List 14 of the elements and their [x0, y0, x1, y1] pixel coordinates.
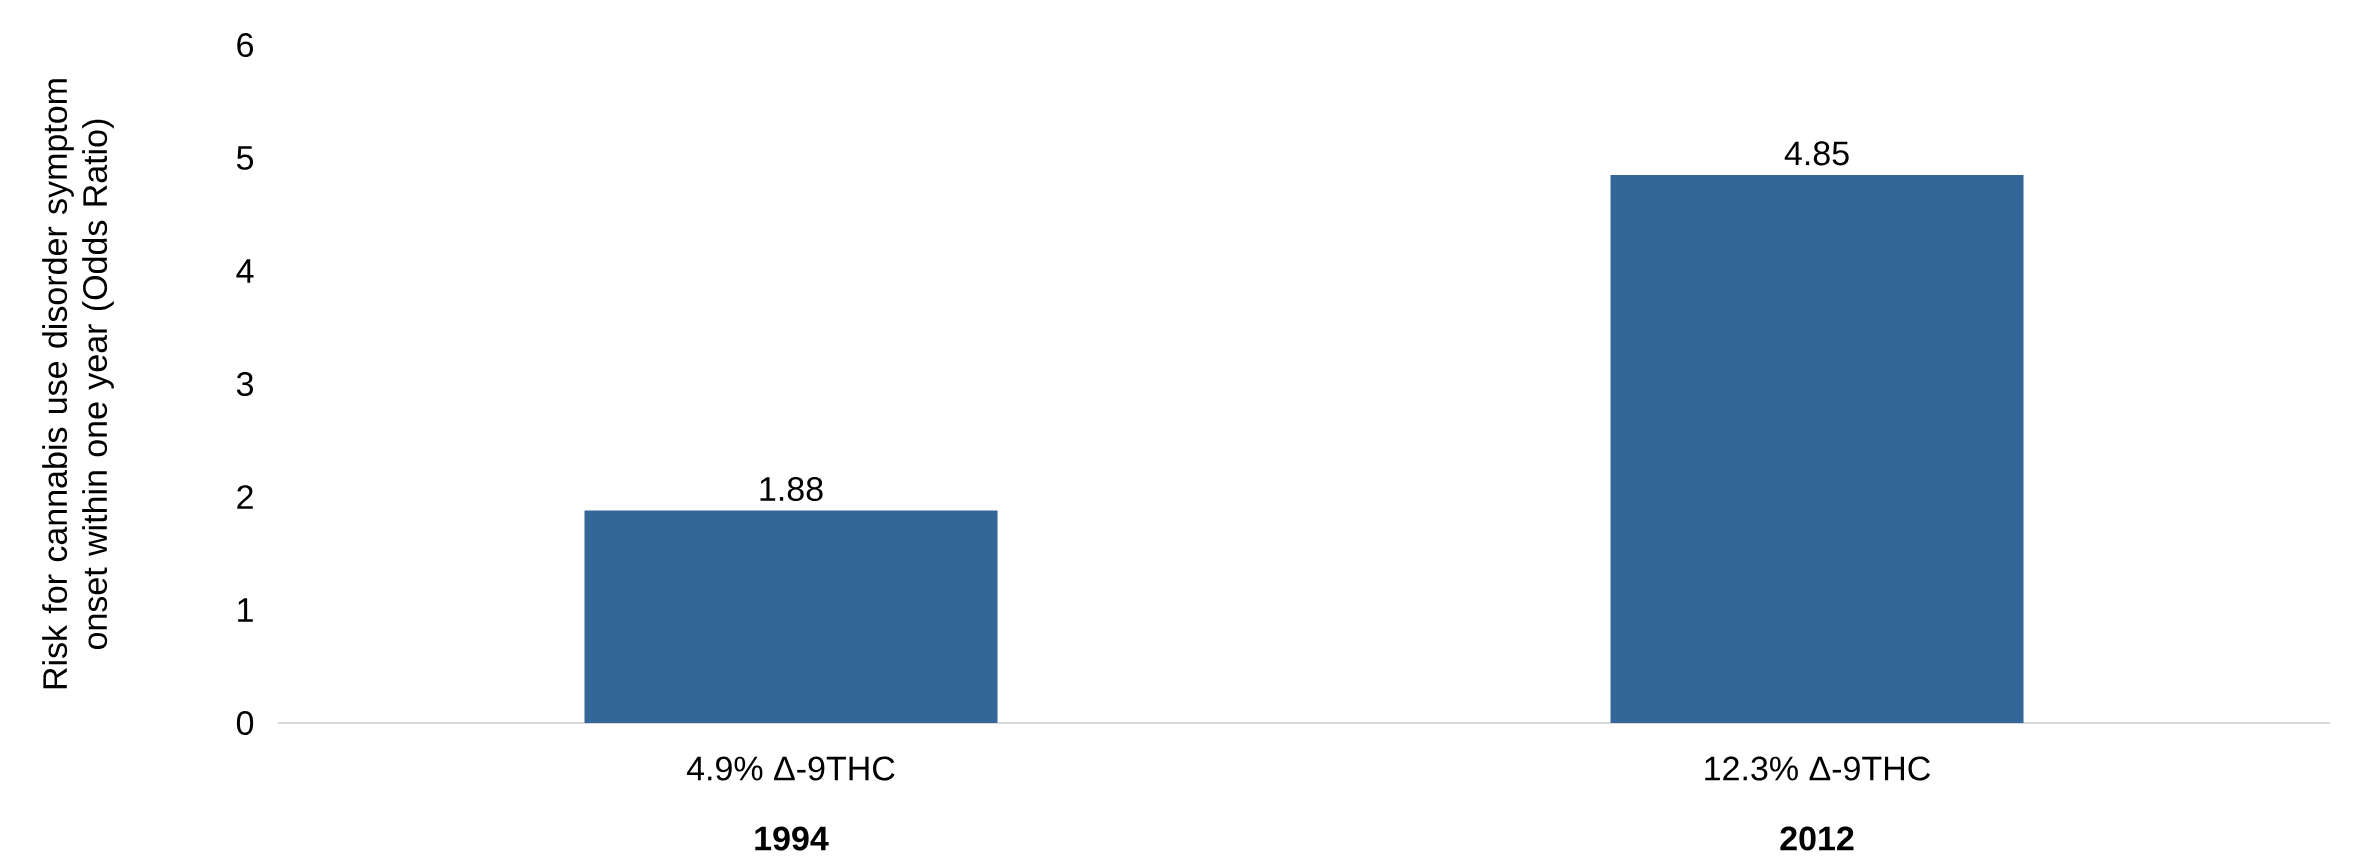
y-tick-label: 6: [237, 32, 253, 58]
text: 2012: [1780, 826, 1854, 851]
y-tick-label: 4: [236, 259, 254, 283]
data-label: 1.88: [760, 476, 823, 502]
x-tick-label: 12.3% Δ-9THC: [1705, 756, 1931, 781]
y-tick-label: 2: [237, 485, 253, 509]
text: 1994: [755, 826, 829, 851]
data-label: 4.85: [1784, 141, 1849, 166]
y-axis-title: Risk for cannabis use disorder symptom onset within one year (Odds Ratio): [42, 79, 114, 689]
y-tick-label: 5: [236, 146, 254, 170]
y-tick-label: 3: [236, 371, 253, 397]
y-tick-label: 1: [238, 598, 253, 622]
x-tick-label: 4.9% Δ-9THC: [686, 756, 895, 781]
y-tick-label: 0: [236, 710, 254, 736]
